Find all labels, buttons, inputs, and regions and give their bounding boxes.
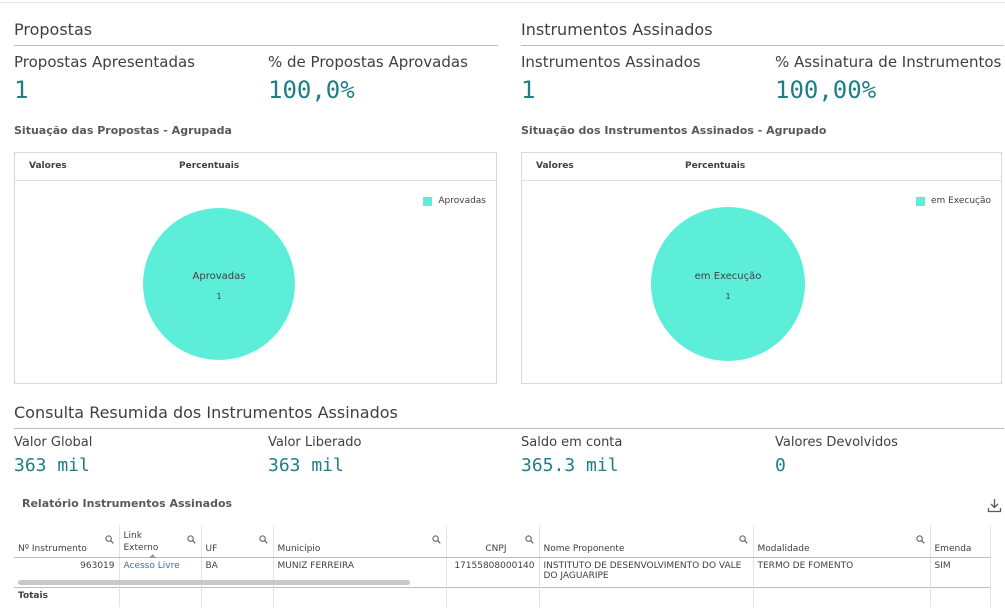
legend-swatch — [423, 196, 433, 206]
legend-item[interactable]: em Execução — [915, 196, 991, 206]
pie-chart-propostas: Aprovadas 1 — [143, 208, 295, 360]
legend-label: em Execução — [930, 196, 991, 206]
totals-cell — [539, 586, 754, 607]
section-title-consulta: Consulta Resumida dos Instrumentos Assin… — [14, 403, 1004, 429]
pie-slice[interactable] — [651, 207, 805, 361]
kpi-label-instrumentos-assinados: Instrumentos Assinados — [521, 53, 701, 71]
kpi-value-valores-devolvidos: 0 — [775, 455, 786, 476]
legend-swatch — [915, 196, 925, 206]
column-header-label: Link Externo — [123, 530, 159, 553]
kpi-label-assinatura-instrumentos: % Assinatura de Instrumentos — [775, 53, 1002, 71]
legend-item[interactable]: Aprovadas — [423, 196, 486, 206]
cell-emenda: SIM — [930, 557, 991, 587]
cell-cnpj: 17155808000140 — [446, 557, 540, 587]
chart-tabs: Valores Percentuais — [15, 153, 496, 181]
pie-slice-label: em Execução — [695, 271, 762, 282]
kpi-label-propostas-aprovadas: % de Propostas Aprovadas — [268, 53, 468, 71]
column-header-uf[interactable]: UF — [201, 525, 274, 558]
totals-label: Totais — [14, 586, 120, 607]
cell-proponente: INSTITUTO DE DESENVOLVIMENTO DO VALE DO … — [539, 557, 754, 587]
column-header-modalidade[interactable]: Modalidade — [753, 525, 931, 558]
kpi-label-valor-global: Valor Global — [14, 435, 93, 450]
search-icon[interactable] — [431, 535, 441, 544]
search-icon[interactable] — [524, 535, 534, 544]
search-icon[interactable] — [104, 535, 114, 544]
chart-tabs: Valores Percentuais — [522, 153, 1001, 181]
column-header-cnpj[interactable]: CNPJ — [446, 525, 540, 558]
kpi-value-instrumentos-assinados: 1 — [521, 76, 536, 104]
pie-slice-label: Aprovadas — [193, 271, 246, 282]
column-header-proponente[interactable]: Nome Proponente — [539, 525, 754, 558]
chart-propostas: Valores Percentuais Aprovadas Aprovadas 1 — [14, 152, 497, 384]
kpi-value-propostas-apresentadas: 1 — [14, 76, 29, 104]
column-header-municipio[interactable]: Município — [273, 525, 447, 558]
kpi-value-saldo-em-conta: 365.3 mil — [521, 455, 619, 476]
chart-title-instrumentos: Situação dos Instrumentos Assinados - Ag… — [521, 124, 827, 137]
totals-cell — [273, 586, 447, 607]
horizontal-scrollbar[interactable] — [18, 580, 410, 585]
section-title-propostas: Propostas — [14, 20, 498, 46]
download-icon[interactable] — [987, 498, 1002, 513]
chart-instrumentos: Valores Percentuais em Execução em Execu… — [521, 152, 1002, 384]
kpi-label-valor-liberado: Valor Liberado — [268, 435, 362, 450]
column-header-emenda[interactable]: Emenda — [930, 525, 991, 558]
search-icon[interactable] — [915, 535, 925, 544]
kpi-label-valores-devolvidos: Valores Devolvidos — [775, 435, 898, 450]
search-icon[interactable] — [258, 535, 268, 544]
column-header-label: Nº Instrumento — [18, 543, 87, 554]
kpi-value-valor-liberado: 363 mil — [268, 455, 344, 476]
tab-valores[interactable]: Valores — [29, 161, 67, 171]
totals-cell — [753, 586, 931, 607]
chart-title-propostas: Situação das Propostas - Agrupada — [14, 124, 232, 137]
kpi-value-valor-global: 363 mil — [14, 455, 90, 476]
column-header-label: Emenda — [934, 543, 972, 554]
tab-percentuais[interactable]: Percentuais — [685, 161, 746, 171]
totals-cell — [201, 586, 274, 607]
pie-chart-instrumentos: em Execução 1 — [651, 207, 805, 361]
kpi-label-saldo-em-conta: Saldo em conta — [521, 435, 623, 450]
search-icon[interactable] — [186, 535, 196, 544]
totals-row: Totais — [14, 586, 991, 607]
column-header-label: Nome Proponente — [543, 543, 625, 554]
totals-cell — [930, 586, 991, 607]
tab-percentuais[interactable]: Percentuais — [179, 161, 240, 171]
tab-valores[interactable]: Valores — [536, 161, 574, 171]
pie-slice[interactable] — [143, 208, 295, 360]
pie-slice-value: 1 — [216, 292, 221, 301]
external-link[interactable]: Acesso Livre — [123, 560, 180, 571]
top-divider — [0, 2, 1005, 3]
table-header-row: Nº Instrumento Link Externo UF Município… — [14, 525, 991, 558]
column-header-instrumento[interactable]: Nº Instrumento — [14, 525, 120, 558]
column-header-label: UF — [205, 543, 218, 554]
report-table: Nº Instrumento Link Externo UF Município… — [14, 525, 991, 607]
kpi-value-propostas-aprovadas: 100,0% — [268, 76, 355, 104]
kpi-label-propostas-apresentadas: Propostas Apresentadas — [14, 53, 195, 71]
kpi-value-assinatura-instrumentos: 100,00% — [775, 76, 877, 104]
cell-modalidade: TERMO DE FOMENTO — [753, 557, 931, 587]
table-title: Relatório Instrumentos Assinados — [22, 497, 233, 510]
search-icon[interactable] — [738, 535, 748, 544]
column-header-label: CNPJ — [485, 543, 507, 554]
section-title-instrumentos: Instrumentos Assinados — [521, 20, 1004, 46]
totals-cell — [119, 586, 202, 607]
sort-up-icon — [148, 553, 156, 558]
legend-label: Aprovadas — [438, 196, 486, 206]
column-header-label: Município — [277, 543, 321, 554]
totals-cell — [446, 586, 540, 607]
column-header-link[interactable]: Link Externo — [119, 525, 202, 558]
column-header-label: Modalidade — [757, 543, 810, 554]
pie-slice-value: 1 — [725, 292, 730, 301]
